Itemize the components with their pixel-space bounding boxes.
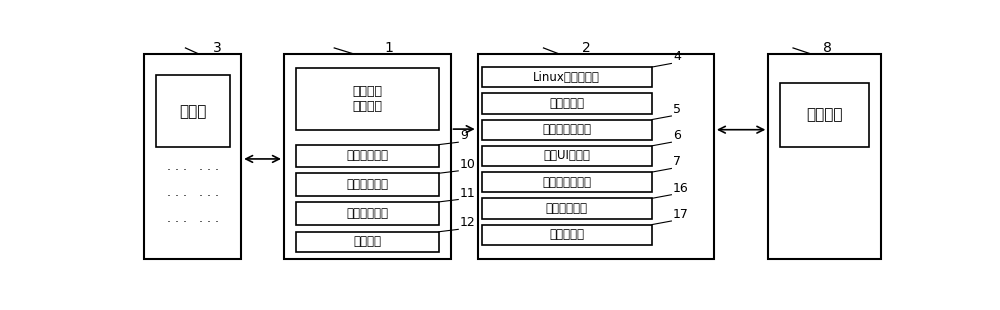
Text: 服务注册连接器: 服务注册连接器	[542, 123, 591, 136]
Text: 数据库连接器: 数据库连接器	[546, 202, 588, 215]
Text: 指令接收单元: 指令接收单元	[346, 149, 388, 162]
Text: 客户端硬
件信息库: 客户端硬 件信息库	[352, 85, 382, 113]
Text: 应用管理单元: 应用管理单元	[346, 178, 388, 191]
Text: 缓存连接器: 缓存连接器	[549, 228, 584, 241]
Bar	[482, 67, 652, 87]
Text: . . .   . . .: . . . . . .	[167, 186, 219, 199]
Bar	[482, 224, 652, 245]
Text: 后台部署单元: 后台部署单元	[346, 207, 388, 220]
Bar	[284, 54, 450, 259]
Bar	[478, 54, 714, 259]
Text: 4: 4	[673, 51, 681, 64]
Bar	[144, 54, 241, 259]
Text: 服务器: 服务器	[179, 104, 207, 119]
Text: Linux系统信息库: Linux系统信息库	[533, 71, 600, 84]
Bar	[482, 93, 652, 113]
Text: 11: 11	[460, 187, 476, 200]
Bar	[780, 82, 869, 147]
Bar	[296, 232, 439, 252]
Text: 平台服务连接器: 平台服务连接器	[542, 176, 591, 189]
Text: 7: 7	[673, 156, 681, 169]
Text: 12: 12	[460, 216, 476, 229]
Text: 16: 16	[673, 182, 689, 195]
Bar	[296, 68, 439, 130]
Text: 6: 6	[673, 129, 681, 142]
Bar	[296, 144, 439, 167]
Text: 17: 17	[673, 208, 689, 221]
Text: 2: 2	[582, 41, 591, 55]
Text: 1: 1	[385, 41, 394, 55]
Bar	[482, 120, 652, 140]
Text: 9: 9	[460, 129, 468, 142]
Text: 3: 3	[213, 41, 221, 55]
Text: 平台UI连接器: 平台UI连接器	[543, 149, 590, 162]
Text: . . .   . . .: . . . . . .	[167, 160, 219, 173]
Text: 5: 5	[673, 103, 681, 116]
Bar	[296, 173, 439, 196]
Bar	[482, 172, 652, 192]
Text: 8: 8	[822, 41, 831, 55]
Text: 10: 10	[460, 158, 476, 171]
Bar	[156, 75, 230, 147]
Text: 平台节点: 平台节点	[806, 107, 843, 122]
Bar	[482, 198, 652, 219]
Bar	[482, 146, 652, 166]
Bar	[296, 202, 439, 224]
Bar	[768, 54, 881, 259]
Text: 提示单元: 提示单元	[353, 235, 381, 248]
Text: . . .   . . .: . . . . . .	[167, 212, 219, 225]
Text: 协议转换器: 协议转换器	[549, 97, 584, 110]
